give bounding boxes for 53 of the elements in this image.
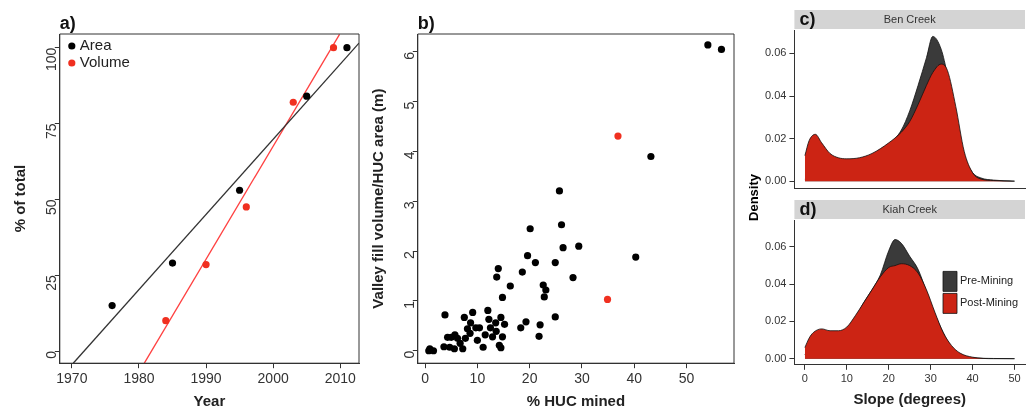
x-tick-label: 50 bbox=[1008, 372, 1021, 385]
x-tick-label: 50 bbox=[678, 370, 695, 387]
y-tick-label: 0 bbox=[42, 350, 59, 359]
x-axis-title: Year bbox=[193, 392, 226, 410]
y-tick-label: 100 bbox=[42, 47, 59, 72]
x-tick-label: 20 bbox=[521, 370, 538, 387]
chart-subtitle: Ben Creek bbox=[883, 13, 937, 26]
x-tick-label: 1970 bbox=[56, 370, 88, 387]
x-tick-label: 10 bbox=[469, 370, 486, 387]
chart-title: c) bbox=[799, 8, 816, 29]
legend-label: Area bbox=[79, 36, 113, 54]
x-tick-label: 2010 bbox=[324, 370, 356, 387]
y-tick-label: 0.02 bbox=[764, 314, 787, 327]
x-tick-label: 1990 bbox=[190, 370, 222, 387]
legend-label: Pre-Mining bbox=[960, 274, 1014, 287]
y-axis-title: % of total bbox=[11, 164, 29, 233]
chart-subtitle: Kiah Creek bbox=[882, 203, 938, 216]
x-tick-label: 1980 bbox=[123, 370, 155, 387]
y-tick-label: 4 bbox=[400, 151, 417, 160]
y-tick-label: 25 bbox=[42, 275, 59, 291]
y-tick-label: 3 bbox=[400, 201, 417, 210]
legend-label: Volume bbox=[79, 53, 130, 71]
y-tick-label: 0.04 bbox=[764, 277, 787, 290]
y-tick-label: 1 bbox=[400, 300, 417, 309]
y-tick-label: 0.00 bbox=[764, 351, 787, 364]
chart-title: a) bbox=[59, 12, 76, 33]
x-tick-label: 40 bbox=[966, 372, 979, 385]
y-axis-title: Density bbox=[745, 173, 761, 223]
y-tick-label: 0.04 bbox=[764, 89, 787, 102]
chart-title: d) bbox=[799, 198, 817, 219]
y-tick-label: 2 bbox=[400, 250, 417, 259]
y-tick-label: 0 bbox=[400, 350, 417, 359]
x-tick-label: 20 bbox=[882, 372, 895, 385]
x-tick-label: 0 bbox=[421, 370, 430, 387]
x-tick-label: 40 bbox=[626, 370, 643, 387]
y-tick-label: 0.00 bbox=[764, 174, 787, 187]
y-tick-label: 75 bbox=[42, 123, 59, 140]
y-tick-label: 0.06 bbox=[764, 46, 787, 59]
y-tick-label: 5 bbox=[400, 101, 417, 110]
x-tick-label: 2000 bbox=[257, 370, 289, 387]
x-axis-title: Slope (degrees) bbox=[853, 390, 966, 408]
y-tick-label: 0.02 bbox=[764, 131, 787, 144]
y-axis-title: Valley fill volume/HUC area (m) bbox=[369, 88, 387, 309]
y-tick-label: 50 bbox=[42, 199, 59, 215]
x-tick-label: 30 bbox=[924, 372, 937, 385]
y-tick-label: 0.06 bbox=[764, 240, 787, 253]
x-axis-title: % HUC mined bbox=[526, 392, 626, 410]
x-tick-label: 10 bbox=[840, 372, 853, 385]
legend-label: Post-Mining bbox=[960, 296, 1019, 309]
y-tick-label: 6 bbox=[400, 51, 417, 60]
chart-title: b) bbox=[417, 12, 435, 33]
x-tick-label: 30 bbox=[574, 370, 590, 387]
x-tick-label: 0 bbox=[801, 372, 808, 385]
